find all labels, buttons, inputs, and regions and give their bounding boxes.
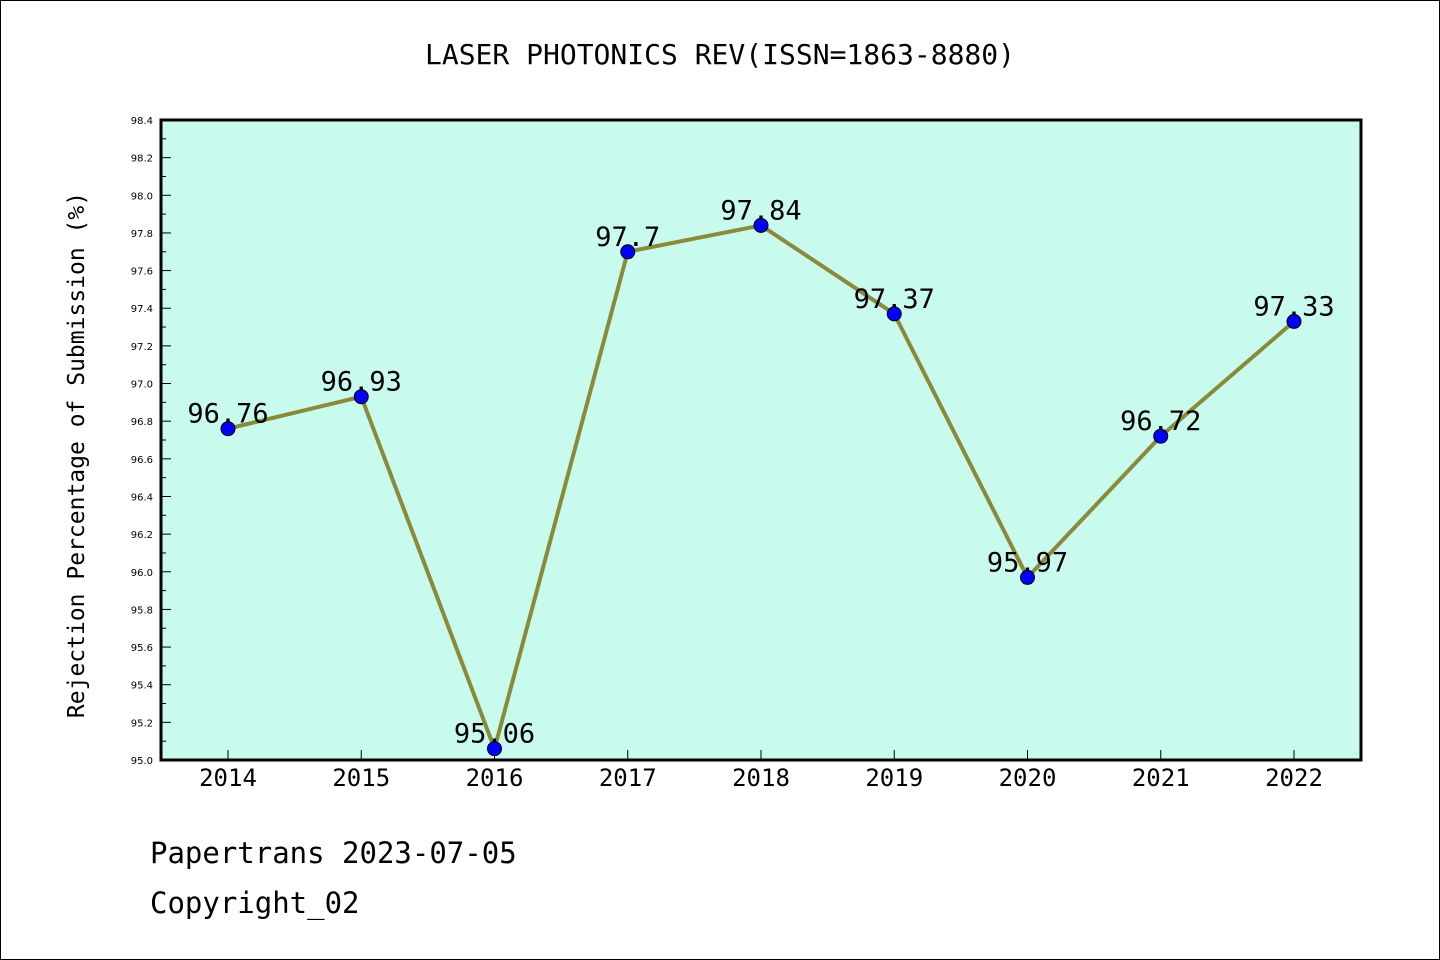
data-point-marker [886, 306, 902, 322]
y-tick-label: 96.0 [131, 568, 153, 579]
y-tick-label: 95.6 [131, 643, 153, 654]
data-point-marker [620, 244, 636, 260]
data-point-marker [1286, 313, 1302, 329]
y-tick-label: 95.2 [131, 718, 153, 729]
y-tick-label: 98.2 [131, 154, 153, 165]
y-tick-label: 98.4 [131, 116, 153, 127]
data-point-marker [753, 217, 769, 233]
data-point-marker [1153, 428, 1169, 444]
y-tick-label: 96.8 [131, 417, 153, 428]
data-point-marker [1020, 569, 1035, 585]
x-tick-label: 2016 [466, 764, 524, 792]
data-point-marker [353, 389, 369, 405]
y-tick-label: 96.2 [131, 530, 153, 541]
x-tick-label: 2015 [332, 764, 390, 792]
chart-title: LASER PHOTONICS REV(ISSN=1863-8880) [424, 38, 1015, 71]
data-points [220, 217, 1302, 757]
y-tick-label: 96.4 [131, 492, 153, 503]
y-tick-label: 95.8 [131, 605, 153, 616]
x-tick-label: 2014 [199, 764, 257, 792]
y-tick-label: 95.4 [131, 681, 153, 692]
plot-border [159, 118, 1363, 762]
data-point-marker [220, 421, 236, 437]
x-tick-label: 2020 [999, 764, 1057, 792]
footer-copyright: Copyright_02 [150, 886, 360, 920]
y-tick-label: 97.0 [131, 380, 153, 391]
y-tick-label: 97.6 [131, 267, 153, 278]
y-tick-label: 95.0 [131, 756, 153, 767]
y-tick-label: 97.2 [131, 342, 153, 353]
y-tick-label: 97.4 [131, 304, 153, 315]
x-tick-label: 2021 [1132, 764, 1190, 792]
data-point-marker [487, 741, 502, 757]
y-axis-ticks: 95.0 95.2 95.4 95.6 95.8 96.0 96.2 96.4 96.6 96.8… [131, 116, 171, 767]
x-tick-label: 2019 [865, 764, 923, 792]
x-axis-ticks: 2014 2015 2016 2017 2018 2019 2020 2021 2022 [199, 750, 1323, 792]
x-tick-label: 2022 [1265, 764, 1323, 792]
y-tick-label: 98.0 [131, 191, 153, 202]
data-labels: 96.7696.9395.0697.797.8497.3795.9796.729… [187, 195, 1334, 749]
footer-credit: Papertrans 2023-07-05 [150, 836, 517, 870]
x-tick-label: 2017 [599, 764, 657, 792]
y-tick-label: 97.8 [131, 229, 153, 240]
y-axis-label: Rejection Percentage of Submission (%) [64, 192, 90, 718]
y-tick-label: 96.6 [131, 455, 153, 466]
x-tick-label: 2018 [732, 764, 790, 792]
